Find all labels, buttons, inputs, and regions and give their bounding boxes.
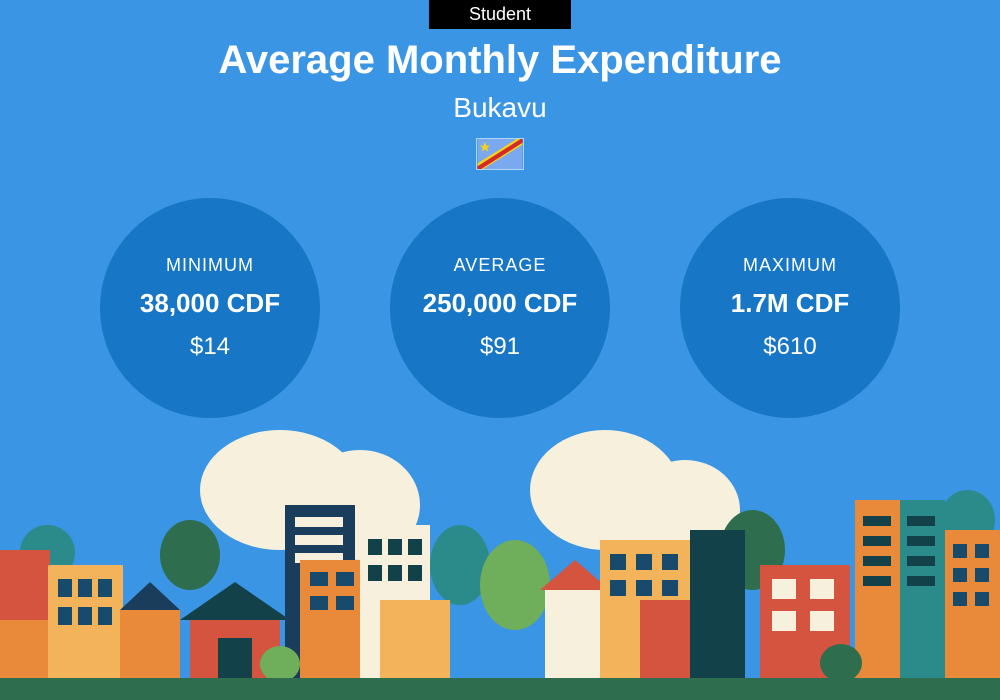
stat-maximum: MAXIMUM 1.7M CDF $610 [680, 198, 900, 418]
stat-label: AVERAGE [454, 255, 547, 276]
stat-value: 1.7M CDF [731, 288, 849, 319]
stat-usd: $14 [190, 333, 230, 361]
infographic-canvas: Student Average Monthly Expenditure Buka… [0, 0, 1000, 700]
ground-strip [0, 678, 1000, 700]
drc-flag-icon [476, 138, 524, 170]
stat-value: 38,000 CDF [140, 288, 280, 319]
city-name: Bukavu [0, 92, 1000, 124]
stat-average: AVERAGE 250,000 CDF $91 [390, 198, 610, 418]
stats-row: MINIMUM 38,000 CDF $14 AVERAGE 250,000 C… [0, 198, 1000, 418]
cityscape-illustration [0, 440, 1000, 700]
stat-label: MAXIMUM [743, 255, 837, 276]
page-title: Average Monthly Expenditure [0, 38, 1000, 83]
stat-usd: $610 [763, 333, 816, 361]
stat-usd: $91 [480, 333, 520, 361]
category-badge: Student [429, 0, 571, 29]
stat-label: MINIMUM [166, 255, 254, 276]
stat-minimum: MINIMUM 38,000 CDF $14 [100, 198, 320, 418]
stat-value: 250,000 CDF [423, 288, 578, 319]
